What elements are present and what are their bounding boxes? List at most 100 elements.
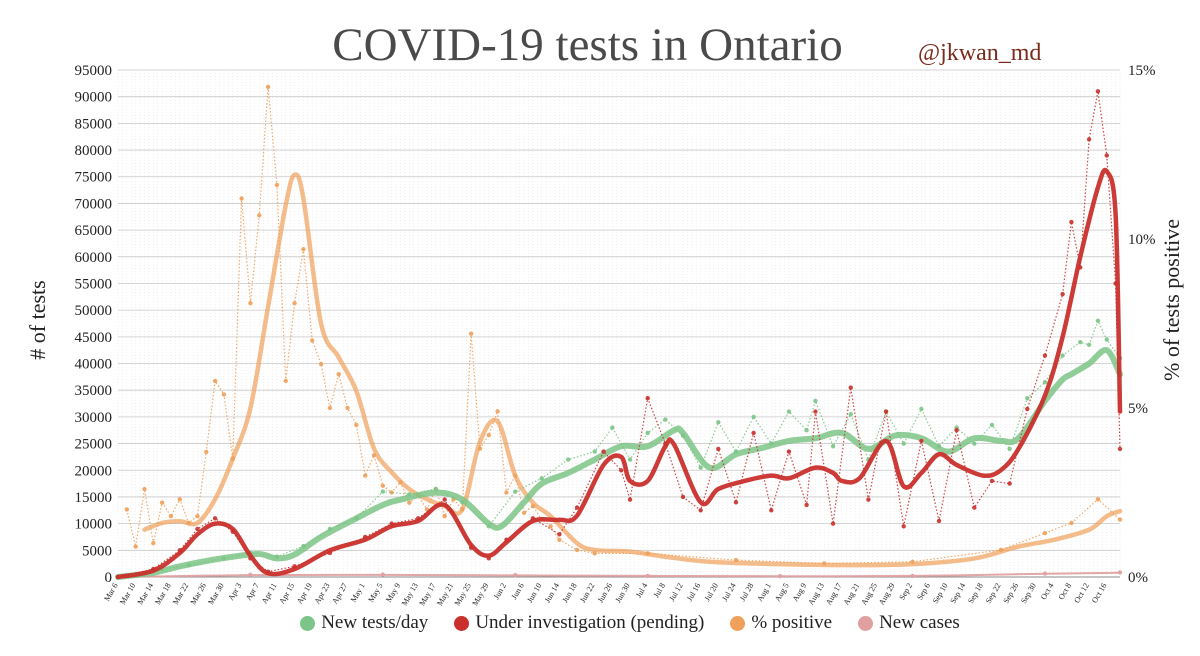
data-point-pending xyxy=(1117,446,1123,452)
data-point-pending xyxy=(989,478,995,484)
data-point-pending xyxy=(830,521,836,526)
series-raw-line-positive xyxy=(126,86,1121,565)
data-point-tests xyxy=(663,417,668,422)
x-tick-label: Mar 18 xyxy=(153,582,172,607)
data-point-positive xyxy=(195,513,200,519)
data-point-positive xyxy=(257,213,262,218)
data-point-pending xyxy=(601,449,606,454)
y-tick-label: 95000 xyxy=(75,63,113,79)
data-point-positive xyxy=(495,409,500,414)
x-tick-label: Jul 8 xyxy=(652,582,667,600)
data-point-pending xyxy=(866,497,871,502)
y-tick-label: 40000 xyxy=(75,357,113,373)
y-tick-label: 55000 xyxy=(75,276,113,292)
data-point-pending xyxy=(919,438,924,444)
y-tick-label: 75000 xyxy=(75,170,113,186)
x-tick-label: Aug 9 xyxy=(791,582,809,604)
y-tick-label: 10000 xyxy=(75,517,113,533)
data-point-positive xyxy=(1117,517,1123,522)
legend-item-pending: Under investigation (pending) xyxy=(454,612,704,634)
data-point-positive xyxy=(1069,520,1074,526)
data-point-pending xyxy=(954,428,959,433)
data-point-positive xyxy=(142,486,147,492)
legend-label-tests: New tests/day xyxy=(321,612,429,633)
x-tick-label: May 1 xyxy=(349,582,367,604)
data-point-tests xyxy=(786,409,792,414)
data-point-tests xyxy=(645,430,650,436)
data-point-tests xyxy=(1025,396,1030,401)
data-point-positive xyxy=(221,392,227,397)
data-point-tests xyxy=(989,422,995,428)
x-tick-label: Jun 22 xyxy=(578,582,596,605)
x-tick-label: Mar 22 xyxy=(171,582,190,607)
data-point-pending xyxy=(901,524,906,529)
data-point-tests xyxy=(848,412,853,417)
x-tick-label: Mar 10 xyxy=(118,582,137,607)
data-point-pending xyxy=(574,505,580,510)
data-point-positive xyxy=(318,361,324,367)
data-point-pending xyxy=(883,409,889,414)
author-handle: @jkwan_md xyxy=(918,40,1042,66)
legend-swatch-pending xyxy=(454,615,470,631)
data-point-positive xyxy=(159,500,165,505)
data-point-positive xyxy=(133,544,138,549)
data-point-tests xyxy=(380,489,386,494)
legend-item-cases: New cases xyxy=(858,612,960,634)
legend-label-pending: Under investigation (pending) xyxy=(475,612,705,633)
legend-item-positive: % positive xyxy=(730,612,832,634)
data-point-pending xyxy=(1007,481,1012,486)
data-point-pending xyxy=(557,532,562,537)
x-tick-label: Oct 8 xyxy=(1057,582,1074,602)
x-tick-label: Sep 22 xyxy=(984,582,1003,606)
data-point-positive xyxy=(274,182,280,188)
legend-label-cases: New cases xyxy=(879,612,960,633)
data-point-positive xyxy=(1042,530,1048,536)
x-tick-label: Jul 16 xyxy=(685,582,702,603)
y-tick-label: 85000 xyxy=(75,116,113,132)
data-point-positive xyxy=(504,490,509,495)
x-tick-label: May 5 xyxy=(366,582,384,604)
data-point-pending xyxy=(786,449,792,454)
legend-swatch-positive xyxy=(730,615,746,631)
data-point-pending xyxy=(619,468,624,473)
data-point-positive xyxy=(486,432,491,438)
y2-tick-label: 10% xyxy=(1128,232,1156,248)
legend: New tests/day Under investigation (pendi… xyxy=(0,612,1200,634)
data-point-positive xyxy=(407,500,412,505)
data-point-positive xyxy=(354,422,359,428)
data-point-pending xyxy=(680,494,686,500)
x-tick-label: Aug 17 xyxy=(824,582,844,607)
data-point-tests xyxy=(901,441,906,446)
x-tick-label: Mar 30 xyxy=(206,582,225,607)
data-point-positive xyxy=(310,338,315,343)
data-point-tests xyxy=(919,406,924,412)
data-point-tests xyxy=(751,414,756,420)
y-tick-label: 20000 xyxy=(75,463,113,479)
data-point-pending xyxy=(1042,353,1048,358)
x-tick-label: Jun 18 xyxy=(560,582,578,605)
data-point-pending xyxy=(1086,137,1092,142)
data-point-tests xyxy=(1078,339,1083,345)
x-tick-label: Aug 13 xyxy=(806,582,826,607)
x-tick-label: May 29 xyxy=(470,582,490,608)
series-smooth-line-positive xyxy=(142,172,1123,568)
data-point-pending xyxy=(1069,219,1074,225)
data-point-positive xyxy=(151,541,156,546)
data-point-positive xyxy=(336,372,341,377)
data-point-pending xyxy=(733,500,739,505)
data-point-tests xyxy=(716,420,721,425)
data-point-tests xyxy=(1007,446,1012,452)
data-point-tests xyxy=(1095,318,1101,324)
data-point-positive xyxy=(389,490,394,495)
x-tick-label: Apr 19 xyxy=(295,582,314,606)
y-tick-label: 15000 xyxy=(75,490,113,506)
series-smooth-line-tests xyxy=(115,347,1123,580)
x-tick-label: Apr 3 xyxy=(226,582,243,602)
data-point-positive xyxy=(239,196,244,201)
x-tick-label: Jul 24 xyxy=(720,582,737,603)
data-point-pending xyxy=(1104,153,1109,158)
x-tick-label: Jul 12 xyxy=(667,582,684,603)
y-tick-label: 60000 xyxy=(75,250,113,266)
y-tick-label: 90000 xyxy=(75,90,113,106)
data-point-pending xyxy=(627,497,633,502)
